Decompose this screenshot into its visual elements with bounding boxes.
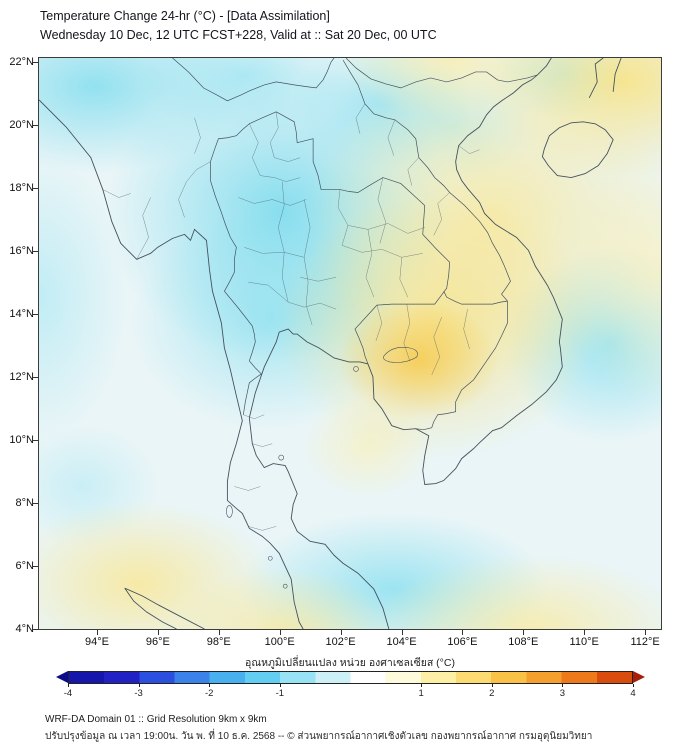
lon-tick-mark	[340, 630, 342, 635]
colorbar-tick-mark	[421, 684, 423, 687]
lon-tick-label: 98°E	[206, 636, 231, 648]
lake-and-island-shapes	[226, 347, 418, 589]
colorbar-tick-mark	[633, 684, 634, 687]
lat-tick-label: 22°N	[9, 56, 34, 68]
lon-tick-mark	[462, 630, 464, 635]
province-border-paths	[102, 103, 480, 531]
colorbar-tick-mark	[68, 684, 69, 687]
lat-tick-label: 12°N	[9, 371, 34, 384]
lat-tick-label: 14°N	[9, 308, 34, 321]
colorbar-tick-mark	[209, 684, 211, 687]
lon-tick-mark	[279, 630, 281, 635]
colorbar-tick-mark	[562, 684, 564, 687]
lat-tick-label: 10°N	[9, 434, 34, 447]
lon-tick-mark	[523, 630, 525, 635]
coastlines-borders-overlay	[39, 58, 622, 629]
colorbar-tick-label: 4	[630, 688, 636, 699]
colorbar-arrow-right	[633, 671, 645, 683]
lat-tick-label: 4°N	[15, 623, 34, 636]
page-subtitle: Wednesday 10 Dec, 12 UTC FCST+228, Valid…	[40, 27, 437, 42]
colorbar-tick-mark	[138, 684, 140, 687]
colorbar-tick-label: 1	[418, 688, 424, 699]
lon-tick-label: 108°E	[508, 636, 539, 648]
colorbar-tick-label: -1	[275, 688, 285, 699]
lon-tick-label: 96°E	[145, 636, 170, 648]
lon-tick-mark	[584, 630, 586, 635]
lat-tick-label: 16°N	[9, 245, 34, 258]
lon-tick-mark	[401, 630, 403, 635]
page-title: Temperature Change 24-hr (°C) - [Data As…	[40, 9, 330, 23]
lat-tick-label: 20°N	[9, 119, 34, 132]
temperature-change-field	[39, 58, 661, 629]
lon-tick-label: 104°E	[386, 636, 417, 648]
colorbar-label: อุณหภูมิเปลี่ยนแปลง หน่วย องศาเซลเซียส (…	[245, 657, 455, 669]
lat-tick-label: 18°N	[9, 182, 34, 195]
colorbar-tick-label: -3	[134, 688, 143, 699]
header: Temperature Change 24-hr (°C) - [Data As…	[40, 7, 437, 45]
colorbar-tick-label: -4	[63, 688, 73, 699]
lon-tick-label: 110°E	[569, 636, 599, 648]
lon-tick-label: 94°E	[85, 636, 109, 648]
coastline-paths	[39, 58, 622, 629]
colorbar-body	[68, 671, 633, 684]
footer-update-info: ปรับปรุงข้อมูล ณ เวลา 19:00น. วัน พ. ที่…	[45, 730, 593, 742]
lon-tick-mark	[218, 630, 220, 635]
lat-tick-label: 8°N	[15, 497, 34, 510]
colorbar-tick-label: 2	[489, 688, 495, 699]
country-border-paths	[172, 58, 538, 431]
colorbar-tick-label: 3	[559, 688, 566, 699]
colorbar-tick-mark	[279, 684, 281, 687]
lon-tick-mark	[157, 630, 159, 635]
lat-tick-label: 6°N	[15, 560, 34, 573]
map-canvas	[38, 57, 662, 630]
footer: WRF-DA Domain 01 :: Grid Resolution 9km …	[45, 712, 592, 745]
colorbar-tick-mark	[491, 684, 493, 687]
lon-tick-mark	[97, 630, 98, 635]
colorbar-ticks: -4 -3 -2 -1 1 2 3 4	[64, 684, 636, 700]
footer-domain-info: WRF-DA Domain 01 :: Grid Resolution 9km …	[45, 714, 267, 725]
lon-tick-mark	[645, 630, 647, 635]
colorbar-arrow-left	[56, 671, 68, 683]
lon-tick-label: 112°E	[630, 636, 660, 648]
lon-tick-label: 102°E	[325, 636, 356, 648]
lon-tick-label: 106°E	[447, 636, 478, 648]
colorbar	[56, 671, 645, 684]
lon-tick-label: 100°E	[264, 636, 295, 648]
colorbar-tick-label: -2	[205, 688, 214, 699]
